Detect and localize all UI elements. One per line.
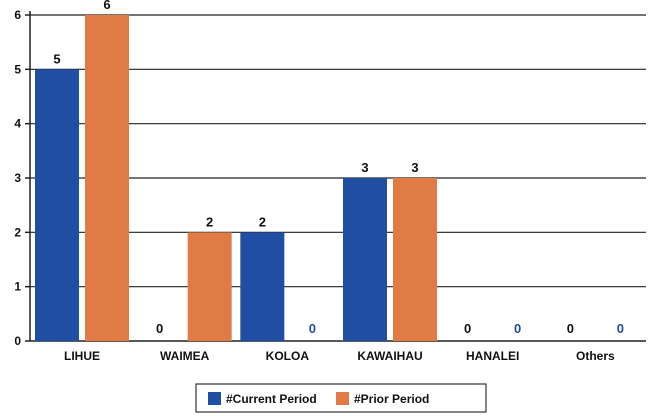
bar-lihue-prior: [85, 15, 129, 341]
data-label: 2: [259, 214, 266, 229]
x-tick-label: HANALEI: [466, 349, 519, 363]
bar-koloa-current: [240, 232, 285, 341]
y-tick-label: 4: [14, 117, 21, 131]
x-tick-label: KAWAIHAU: [357, 349, 422, 363]
bar-kawaihau-current: [343, 178, 387, 341]
y-tick-label: 5: [14, 62, 21, 76]
bar-waimea-prior: [187, 232, 232, 341]
tick-labels: 0 1 2 3 4 5 6 LIHUE WAIMEA KOLOA KAWAIHAU HANALEI Ot…: [14, 8, 615, 363]
y-tick-label: 1: [14, 280, 21, 294]
bar-kawaihau-prior: [393, 178, 437, 341]
data-label: 5: [53, 51, 60, 66]
y-tick-label: 2: [14, 225, 21, 239]
y-tick-label: 0: [14, 334, 21, 348]
data-label: 2: [206, 214, 213, 229]
bar-lihue-current: [35, 69, 79, 341]
legend-label-current: #Current Period: [226, 392, 317, 406]
data-label: 0: [156, 321, 163, 336]
y-tick-label: 3: [14, 171, 21, 185]
data-label: 0: [464, 321, 471, 336]
legend-swatch-current: [208, 392, 221, 405]
x-tick-label: WAIMEA: [160, 349, 210, 363]
data-labels: 5 6 0 2 2 0 3 3 0 0 0 0: [53, 0, 624, 336]
axes: [25, 11, 646, 342]
data-label: 3: [411, 160, 418, 175]
x-tick-label: KOLOA: [266, 349, 310, 363]
x-tick-label: LIHUE: [64, 349, 100, 363]
data-label: 6: [103, 0, 110, 12]
data-label: 0: [309, 321, 316, 336]
data-label: 0: [514, 321, 521, 336]
x-tick-label: Others: [576, 349, 615, 363]
data-label: 3: [361, 160, 368, 175]
legend-label-prior: #Prior Period: [354, 392, 429, 406]
data-label: 0: [567, 321, 574, 336]
data-label: 0: [617, 321, 624, 336]
y-tick-label: 6: [14, 8, 21, 22]
bars: [35, 15, 437, 341]
gridlines: [30, 14, 646, 288]
legend: #Current Period #Prior Period: [195, 383, 487, 413]
legend-swatch-prior: [336, 392, 349, 405]
